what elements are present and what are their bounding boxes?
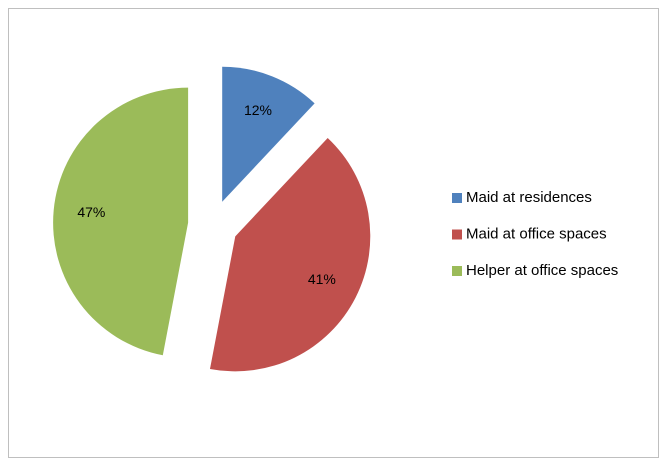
legend-swatch (452, 266, 462, 276)
legend-label: Maid at office spaces (466, 225, 607, 242)
data-label: 12% (244, 102, 272, 118)
legend-label: Helper at office spaces (466, 262, 618, 279)
data-label: 41% (308, 271, 336, 287)
pie-slice (222, 66, 315, 202)
pie-slice (209, 137, 371, 372)
data-label: 47% (77, 204, 105, 220)
pie-slice (53, 87, 189, 356)
legend-label: Maid at residences (466, 189, 592, 206)
legend-swatch (452, 193, 462, 203)
legend-swatch (452, 229, 462, 240)
